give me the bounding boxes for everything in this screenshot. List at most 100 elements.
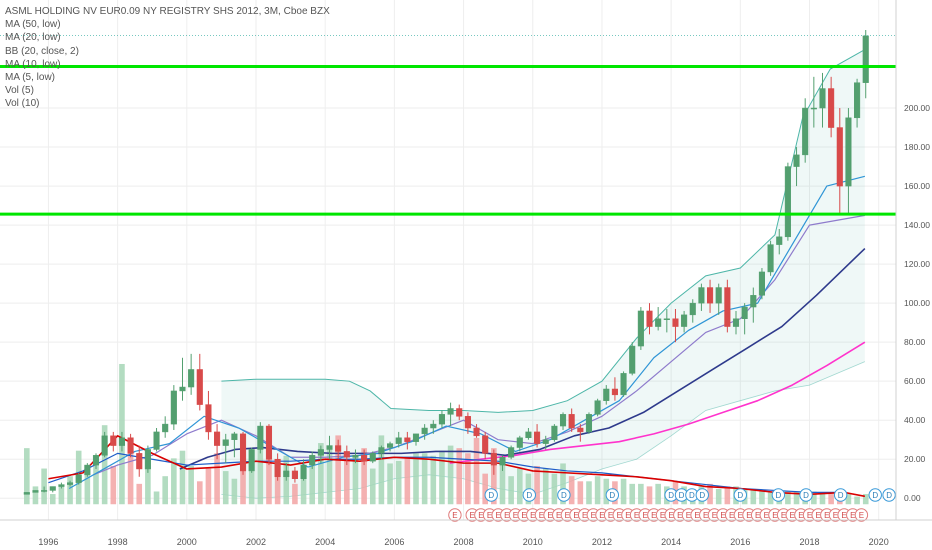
y-tick-label: 100.00 [904, 298, 930, 308]
volume-bar [715, 488, 722, 505]
earnings-marker-label: E [513, 511, 518, 520]
volume-bar [534, 465, 540, 505]
candle-body [603, 388, 610, 401]
legend-bb[interactable]: BB (20, close, 2) [5, 45, 79, 57]
x-tick-label: 2012 [592, 537, 612, 547]
earnings-marker [448, 508, 462, 522]
candle-body [257, 425, 264, 450]
y-tick-label: 120.00 [904, 259, 930, 269]
earnings-marker-label: E [781, 511, 786, 520]
legend-ma50[interactable]: MA (50, low) [5, 19, 61, 31]
volume-bar [162, 476, 168, 505]
candle-body [326, 445, 333, 450]
dividend-marker-label: D [561, 491, 567, 500]
x-tick-label: 2018 [799, 537, 819, 547]
legend-ma5[interactable]: MA (5, low) [5, 72, 56, 84]
candle-body [568, 414, 575, 429]
x-tick-label: 2008 [454, 537, 474, 547]
dividend-marker [557, 488, 571, 502]
earnings-marker-label: E [694, 511, 699, 520]
volume-bar [309, 465, 316, 505]
volume-bar [395, 460, 402, 505]
x-tick-label: 2016 [730, 537, 750, 547]
earnings-marker-label: E [539, 511, 544, 520]
volume-bar [352, 455, 359, 505]
x-tick-label: 2002 [246, 537, 266, 547]
volume-bar [110, 465, 117, 505]
candle-body [542, 439, 549, 444]
volume-bar [491, 448, 497, 505]
candle-body [577, 427, 584, 433]
volume-bar [196, 481, 203, 505]
candle-body [361, 455, 368, 462]
earnings-marker-label: E [703, 511, 708, 520]
earnings-marker-label: E [824, 511, 829, 520]
volume-bar [335, 435, 341, 505]
volume-bar [127, 448, 134, 505]
earnings-marker-label: E [755, 511, 760, 520]
candle-body [724, 287, 731, 327]
candle-body [629, 345, 636, 374]
volume-bar [101, 425, 108, 505]
volume-bar [413, 453, 419, 505]
volume-bar [862, 494, 869, 505]
volume-bar [828, 494, 834, 505]
chart-title[interactable]: ASML HOLDING NV EUR0.09 NY REGISTRY SHS … [5, 6, 330, 17]
candle-body [265, 425, 273, 460]
candle-body [84, 464, 91, 476]
candle-body [672, 318, 679, 327]
earnings-marker-label: E [764, 511, 769, 520]
candle-body [784, 166, 791, 238]
legend-ma20[interactable]: MA (20, low) [5, 32, 61, 44]
candle-body [118, 437, 125, 446]
y-tick-label: 60.00 [904, 376, 926, 386]
earnings-marker-label: E [608, 511, 613, 520]
y-tick-label: 0.00 [904, 493, 921, 503]
earnings-marker-label: E [651, 511, 656, 520]
candle-body [430, 423, 437, 429]
candle-body [663, 318, 670, 321]
candle-body [594, 400, 601, 415]
volume-bar [205, 468, 212, 505]
candle-body [369, 453, 376, 462]
legend-vol5[interactable]: Vol (5) [5, 85, 34, 97]
volume-bar [638, 483, 644, 505]
dividend-marker [484, 488, 498, 502]
x-tick-label: 2004 [315, 537, 335, 547]
candle-body [559, 414, 567, 427]
candle-body [456, 408, 463, 417]
candle-body [300, 464, 307, 479]
volume-bar [231, 478, 238, 505]
dividend-marker-label: D [737, 491, 743, 500]
candle-body [637, 310, 644, 347]
price-axis-bg [896, 0, 932, 550]
volume-bar [542, 468, 549, 505]
x-tick-label: 2006 [384, 537, 404, 547]
candle-body [317, 449, 324, 456]
candles [23, 30, 869, 495]
legend-ma10[interactable]: MA (10, low) [5, 58, 61, 70]
volume-bar [300, 465, 307, 505]
earnings-marker-label: E [738, 511, 743, 520]
legend-vol10[interactable]: Vol (10) [5, 98, 40, 110]
y-tick-label: 40.00 [904, 415, 926, 425]
volume-bar [58, 486, 65, 505]
earnings-marker-label: E [547, 511, 552, 520]
earnings-marker-label: E [478, 511, 483, 520]
volume-bar [378, 435, 385, 505]
candle-body [854, 82, 861, 119]
volume-bar [292, 483, 298, 505]
candle-body [810, 107, 817, 110]
volume-bar [387, 463, 393, 505]
candle-body [205, 404, 212, 433]
candle-body [283, 470, 290, 478]
earnings-marker-label: E [573, 511, 578, 520]
candle-body [689, 302, 696, 316]
earnings-marker-label: E [504, 511, 509, 520]
volume-bar [430, 455, 437, 505]
earnings-marker-label: E [487, 511, 492, 520]
earnings-marker-label: E [790, 511, 795, 520]
